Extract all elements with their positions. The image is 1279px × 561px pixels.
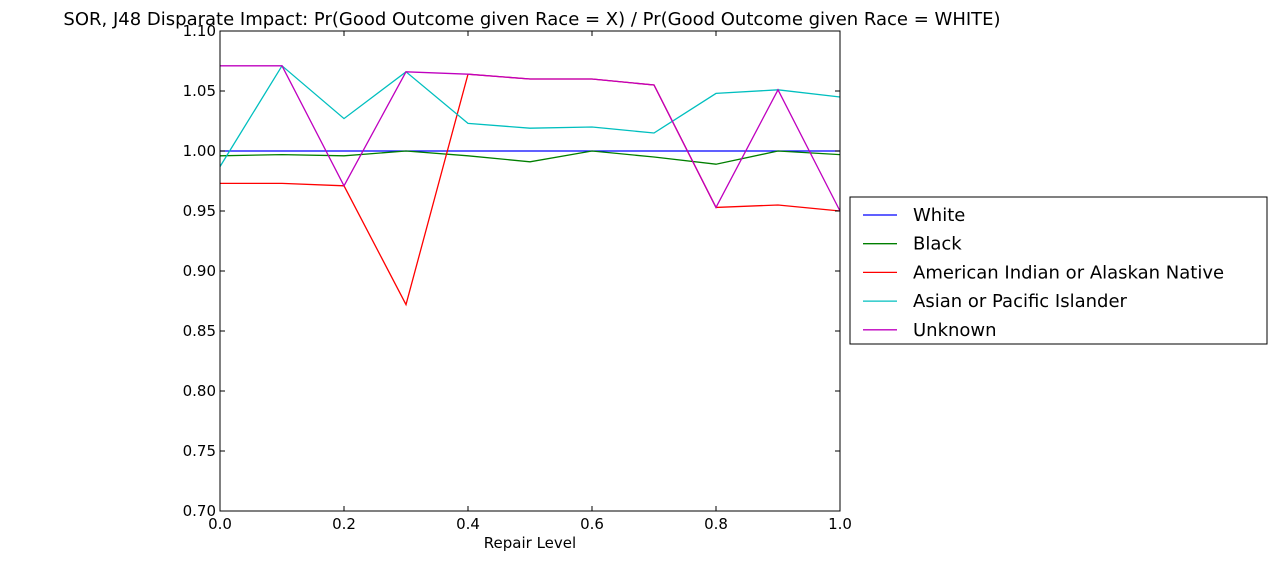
- legend-frame: [849, 196, 1268, 345]
- legend-label-1: Black: [913, 234, 962, 255]
- x-axis-ticks: 0.0 0.2 0.4 0.6 0.8 1.0: [208, 31, 852, 533]
- series-layer: [219, 64, 841, 307]
- y-tick-label: 0.90: [183, 262, 216, 280]
- legend-label-0: White: [913, 205, 965, 226]
- series-line-2: [220, 73, 841, 307]
- legend: White Black American Indian or Alaskan Nat…: [849, 196, 1268, 345]
- x-tick-label: 0.4: [456, 515, 480, 533]
- plot-frame: [219, 30, 841, 512]
- series-line-3: [219, 64, 841, 167]
- chart-title: SOR, J48 Disparate Impact: Pr(Good Outco…: [63, 9, 1000, 30]
- y-tick-label: 0.75: [183, 442, 216, 460]
- x-tick-label: 1.0: [828, 515, 852, 533]
- x-tick-label: 0.0: [208, 515, 232, 533]
- y-axis-ticks: 0.70 0.75 0.80 0.85 0.90 0.95 1.00 1.05 1.10: [183, 22, 840, 520]
- x-axis-label: Repair Level: [484, 534, 576, 552]
- y-tick-label: 1.10: [183, 22, 216, 40]
- series-line-4: [220, 65, 841, 212]
- y-tick-label: 0.95: [183, 202, 216, 220]
- x-tick-label: 0.2: [332, 515, 356, 533]
- y-tick-label: 0.70: [183, 502, 216, 520]
- y-tick-label: 1.00: [183, 142, 216, 160]
- legend-label-3: Asian or Pacific Islander: [913, 291, 1128, 312]
- series-line-1: [219, 150, 841, 165]
- legend-items: White Black American Indian or Alaskan Nat…: [863, 205, 1224, 341]
- x-tick-label: 0.8: [704, 515, 728, 533]
- y-tick-label: 0.85: [183, 322, 216, 340]
- y-tick-label: 0.80: [183, 382, 216, 400]
- legend-label-2: American Indian or Alaskan Native: [913, 262, 1224, 283]
- y-tick-label: 1.05: [183, 82, 216, 100]
- legend-label-4: Unknown: [913, 320, 997, 341]
- x-tick-label: 0.6: [580, 515, 604, 533]
